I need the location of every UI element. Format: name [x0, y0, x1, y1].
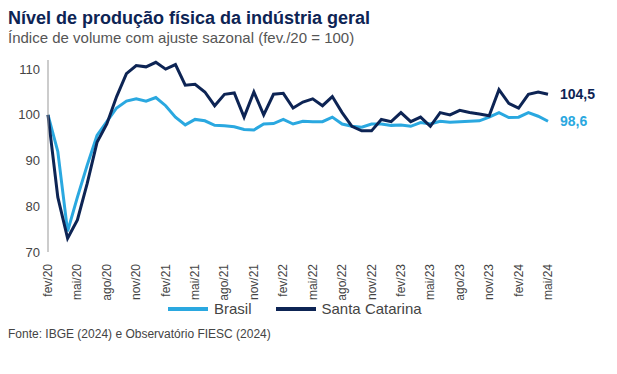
- svg-text:mai/24: mai/24: [541, 264, 555, 300]
- svg-text:ago/21: ago/21: [217, 264, 231, 300]
- svg-text:fev/22: fev/22: [276, 264, 290, 297]
- svg-text:110: 110: [19, 62, 40, 77]
- svg-text:fev/24: fev/24: [512, 264, 526, 297]
- svg-text:80: 80: [26, 199, 40, 214]
- html-text:Fonte: IBGE (2024) e Observató: Fonte: IBGE (2024) e Observatório FIESC …: [8, 327, 271, 341]
- html-text:Santa Catarina: Santa Catarina: [321, 300, 422, 317]
- svg-text:fev/21: fev/21: [159, 264, 173, 297]
- html-text:Brasil: Brasil: [214, 300, 252, 317]
- html-text:Índice de volume com ajuste sa: Índice de volume com ajuste sazonal (fev…: [8, 29, 355, 46]
- svg-text:nov/21: nov/21: [247, 264, 261, 300]
- svg-text:nov/20: nov/20: [129, 264, 143, 300]
- svg-text:mai/23: mai/23: [423, 264, 437, 300]
- svg-text:104,5: 104,5: [560, 86, 595, 102]
- svg-text:90: 90: [26, 153, 40, 168]
- svg-text:mai/21: mai/21: [188, 264, 202, 300]
- svg-text:ago/23: ago/23: [453, 264, 467, 300]
- svg-text:mai/22: mai/22: [306, 264, 320, 300]
- svg-text:mai/20: mai/20: [70, 264, 84, 300]
- svg-text:70: 70: [26, 245, 40, 260]
- svg-text:98,6: 98,6: [560, 113, 587, 129]
- svg-text:nov/22: nov/22: [365, 264, 379, 300]
- svg-text:ago/20: ago/20: [100, 264, 114, 300]
- svg-text:100: 100: [18, 107, 40, 122]
- svg-text:ago/22: ago/22: [335, 264, 349, 300]
- html-text:Nível de produção física da in: Nível de produção física da indústria ge…: [8, 8, 371, 28]
- svg-text:fev/20: fev/20: [41, 264, 55, 297]
- svg-text:fev/23: fev/23: [394, 264, 408, 297]
- svg-text:nov/23: nov/23: [482, 264, 496, 300]
